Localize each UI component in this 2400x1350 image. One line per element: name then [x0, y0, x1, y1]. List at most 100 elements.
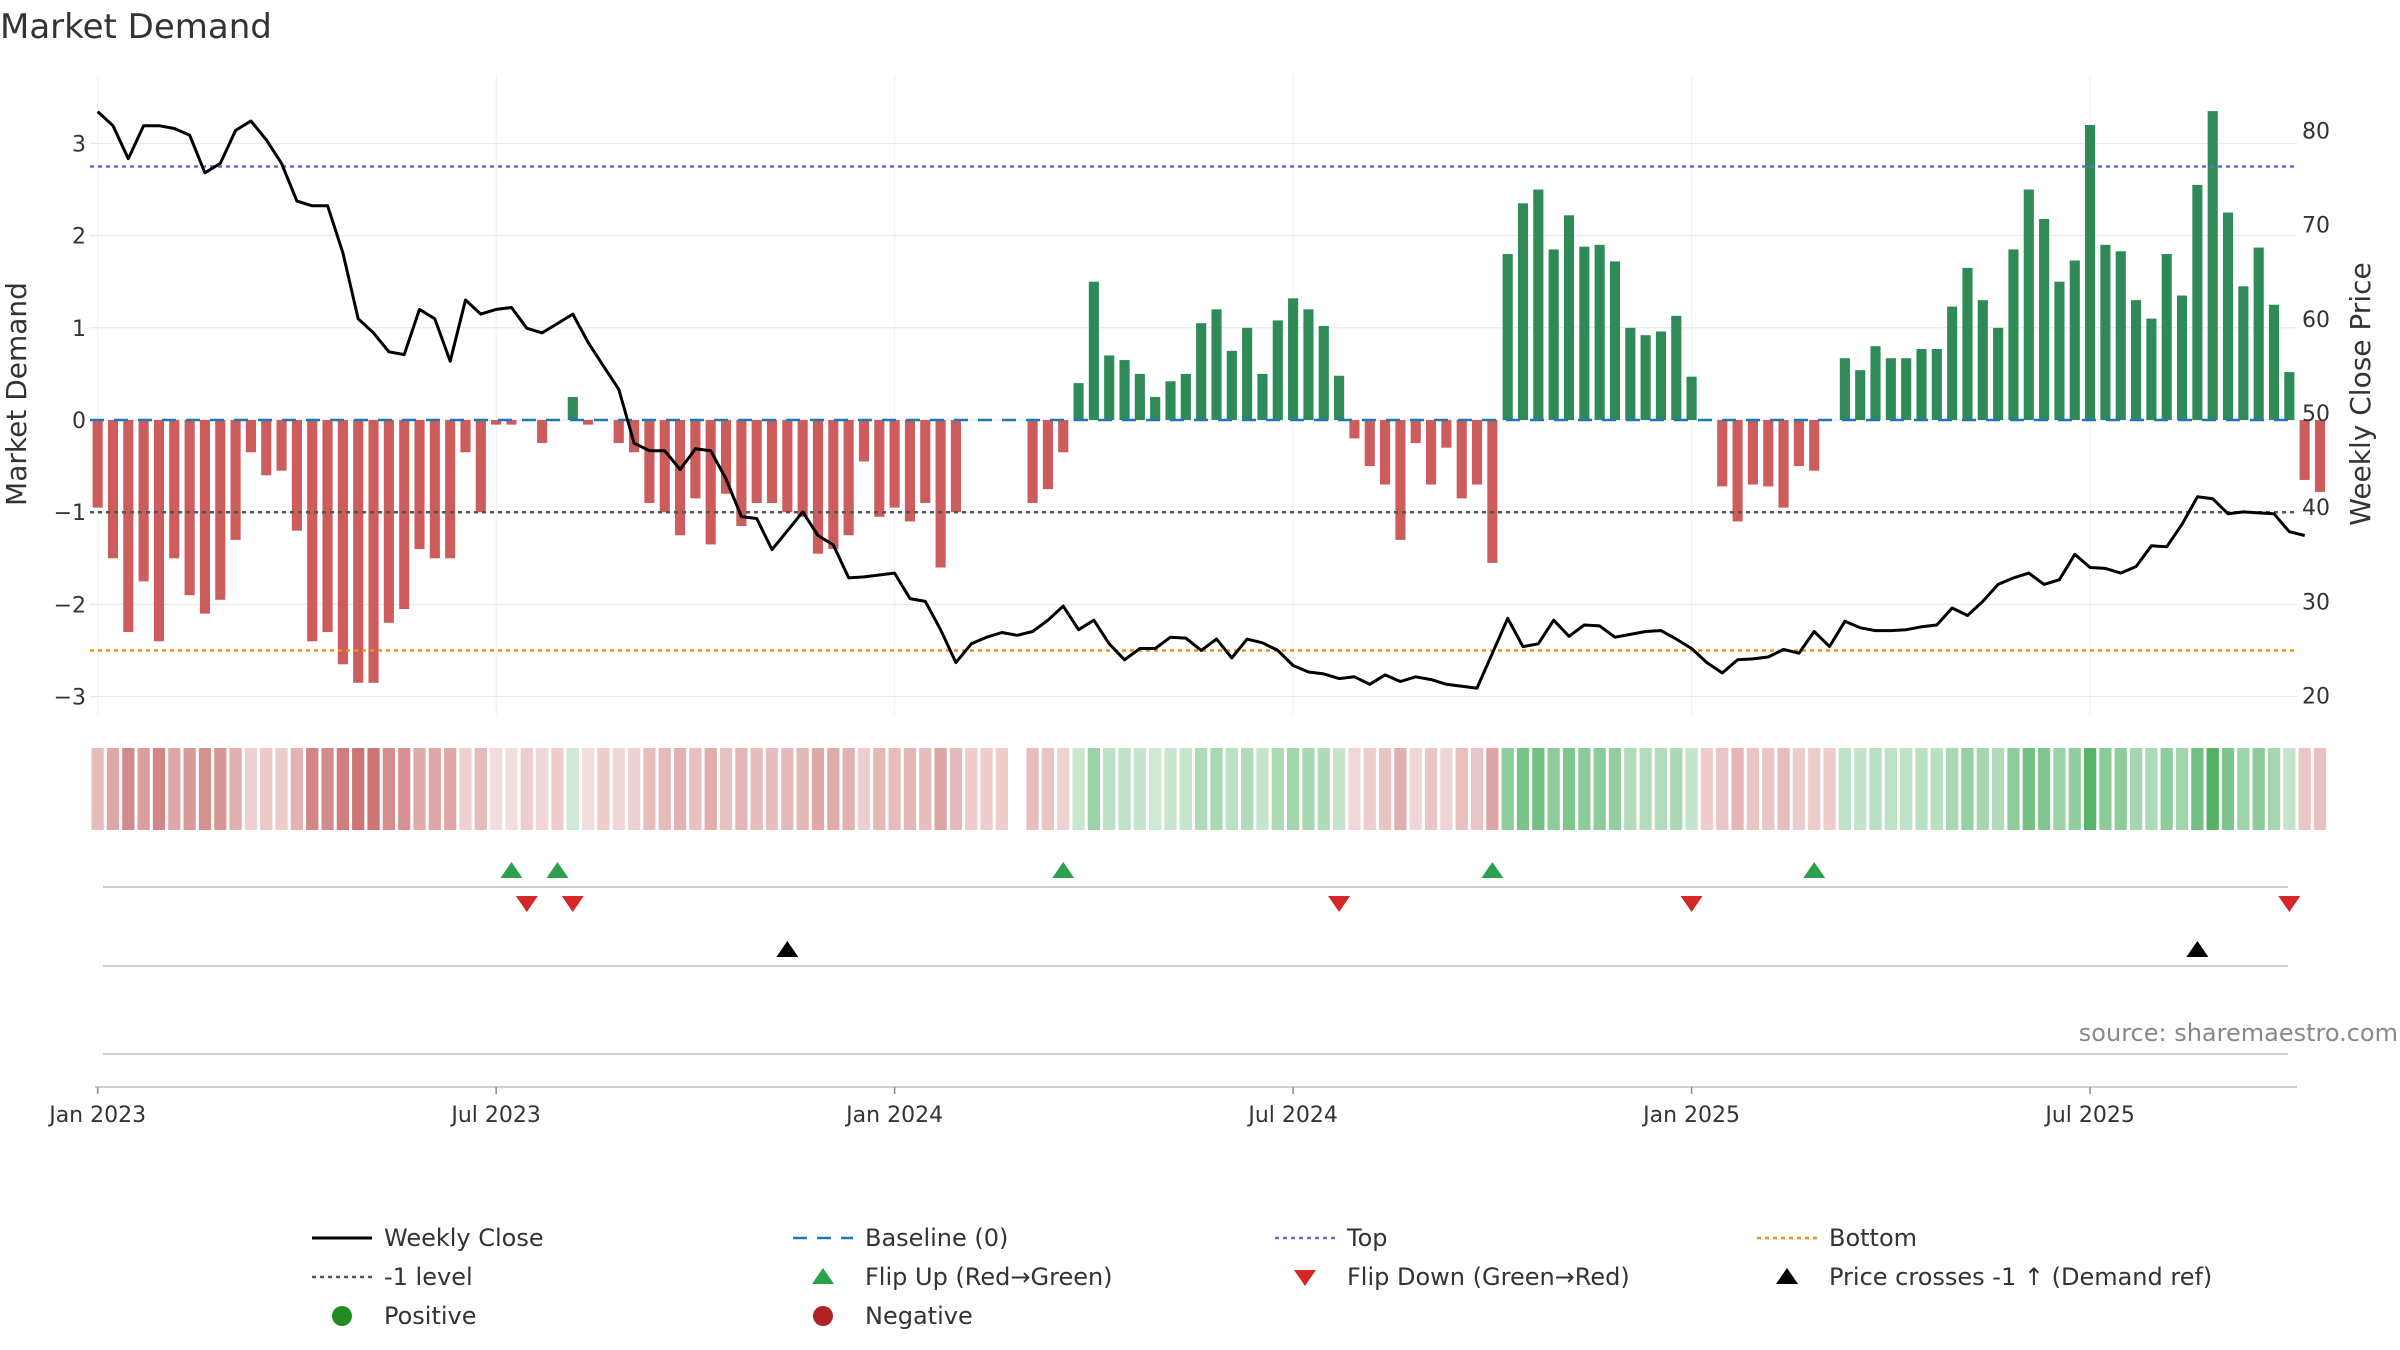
strip-cell [321, 748, 334, 830]
strip-cell [1087, 748, 1101, 830]
strip-cell [398, 748, 411, 830]
negative-bar [368, 420, 379, 683]
negative-bar [1426, 420, 1437, 485]
strip-cell [1133, 748, 1146, 830]
strip-cell [1746, 748, 1760, 830]
strip-cell [1777, 748, 1790, 830]
strip-cell [1608, 748, 1622, 830]
positive-bar [2161, 254, 2172, 420]
strip-cell [1838, 748, 1852, 830]
negative-bar [414, 420, 425, 550]
legend-item: Flip Up (Red→Green) [812, 1263, 1113, 1291]
right-tick-label: 30 [2302, 590, 2330, 615]
strip-cell [367, 748, 380, 830]
strip-cell [1317, 748, 1330, 830]
negative-bar [1441, 420, 1452, 448]
negative-bar [874, 420, 885, 517]
price-cross-marker [776, 941, 799, 957]
positive-bar [1655, 331, 1667, 420]
positive-bar [1686, 376, 1697, 420]
strip-cell [1624, 748, 1637, 830]
strip-cell [1900, 748, 1913, 830]
negative-bar [92, 420, 103, 508]
negative-bar [1395, 420, 1406, 540]
strip-cell [2068, 748, 2081, 830]
negative-bar [123, 420, 134, 633]
flip-up-marker [1481, 862, 1504, 878]
strip-cell [827, 748, 840, 830]
negative-bar [399, 420, 410, 610]
negative-bar [445, 420, 456, 559]
strip-cell [1072, 748, 1085, 830]
negative-bar [1042, 420, 1053, 490]
negative-bar [690, 420, 701, 499]
x-tick-label: Jul 2024 [1246, 1103, 1338, 1128]
strip-cell [275, 748, 288, 830]
right-axis-label: Weekly Close Price [2344, 262, 2377, 525]
positive-bar [1993, 327, 2004, 420]
strip-cell [873, 748, 886, 830]
strip-cell [352, 748, 365, 830]
positive-bar [2039, 219, 2050, 420]
left-tick-label: −1 [54, 501, 86, 526]
strip-cell [2283, 748, 2296, 830]
positive-bar [1088, 281, 1099, 420]
positive-bar [1977, 300, 1988, 420]
flip-up-marker [546, 862, 569, 878]
legend-item: Flip Down (Green→Red) [1294, 1263, 1630, 1291]
strip-cell [1547, 748, 1560, 830]
right-tick-label: 80 [2302, 119, 2330, 144]
strip-cell [1103, 748, 1116, 830]
strip-cell [1976, 748, 1989, 830]
chart-title: Market Demand [0, 7, 272, 47]
negative-bar [950, 420, 961, 513]
strip-cell [2237, 748, 2250, 830]
strip-cell [459, 748, 472, 830]
strip-cell [290, 748, 304, 830]
strip-cell [658, 748, 671, 830]
price-cross-markers-panel [103, 941, 2288, 967]
legend-item: Price crosses -1 ↑ (Demand ref) [1776, 1263, 2212, 1291]
left-y-ticks: 3 2 1 0 −1 −2 −3 [54, 132, 86, 710]
strip-cell [597, 748, 610, 830]
positive-bar [1901, 358, 1912, 420]
positive-bar [2222, 212, 2234, 420]
negative-bar [904, 420, 916, 522]
strip-cell [1516, 748, 1530, 830]
positive-bar [1211, 309, 1222, 420]
negative-bar [858, 420, 870, 462]
positive-bar [1947, 306, 1958, 420]
strip-cell [1271, 748, 1284, 830]
legend-item: Bottom [1757, 1224, 1917, 1252]
negative-bar [307, 420, 318, 642]
positive-bar [1870, 346, 1881, 420]
strip-cell [1486, 748, 1499, 830]
strip-cell [2313, 748, 2327, 830]
strip-cell [1409, 748, 1422, 830]
positive-bar [1134, 373, 1145, 420]
flip-down-marker [2278, 896, 2301, 912]
strip-cell [137, 748, 150, 830]
strip-cell [888, 748, 901, 830]
flip-down-marker [515, 896, 538, 912]
strip-cell [1118, 748, 1131, 830]
negative-bar [1809, 420, 1820, 471]
positive-bar [1563, 215, 1575, 420]
strip-cell [689, 748, 702, 830]
positive-bar [2146, 318, 2157, 420]
negative-bar [705, 420, 716, 545]
strip-cell [719, 748, 733, 830]
positive-bar [1502, 254, 1513, 420]
negative-bar [843, 420, 854, 536]
strip-cell [1654, 748, 1668, 830]
strip-cell [1378, 748, 1392, 830]
negative-bar [506, 420, 517, 425]
negative-bar [199, 420, 211, 614]
positive-bar [2131, 300, 2142, 420]
right-tick-label: 20 [2302, 685, 2330, 710]
negative-bar [107, 420, 119, 559]
strip-cell [1394, 748, 1407, 830]
strip-cell [566, 748, 579, 830]
strip-cell [1961, 748, 1974, 830]
